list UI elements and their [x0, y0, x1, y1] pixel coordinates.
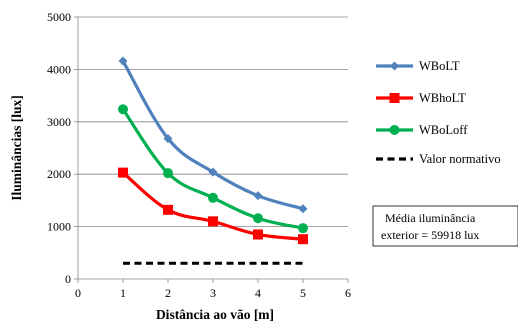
y-axis-title: Iluminâncias [lux] — [9, 95, 24, 200]
series — [118, 56, 308, 265]
annotation-box: Média iluminância exterior = 59918 lux — [372, 205, 518, 247]
legend-marker-2 — [389, 125, 400, 135]
annotation-line-1: Média iluminância — [385, 211, 476, 225]
series-line-0 — [121, 60, 304, 211]
data-point-0-0 — [118, 56, 128, 66]
legend-label-3: Valor normativo — [419, 152, 501, 166]
y-tick-label-2000: 2000 — [47, 167, 71, 181]
legend-label-0: WBoLT — [419, 59, 460, 73]
x-tick-label-5: 5 — [300, 286, 306, 300]
legend-marker-0 — [390, 61, 399, 71]
data-point-2-2 — [208, 192, 218, 203]
data-point-2-1 — [163, 168, 173, 179]
tick-labels: 0 1000 2000 3000 4000 5000 0 1 2 3 4 5 6 — [47, 10, 351, 300]
legend-item-2: WBoLoff — [376, 123, 468, 137]
legend-marker-1 — [389, 93, 400, 103]
series-0 — [118, 56, 308, 214]
x-tick-label-0: 0 — [75, 286, 81, 300]
data-point-1-2 — [208, 216, 218, 227]
legend-item-0: WBoLT — [376, 59, 460, 73]
x-tick-label-1: 1 — [120, 286, 126, 300]
data-point-1-1 — [163, 204, 173, 215]
legend-item-3: Valor normativo — [376, 152, 501, 166]
x-tick-label-4: 4 — [255, 286, 261, 300]
data-point-2-0 — [118, 104, 128, 115]
x-tick-label-2: 2 — [165, 286, 171, 300]
y-tick-label-3000: 3000 — [47, 115, 71, 129]
data-point-0-2 — [208, 167, 218, 177]
x-tick-label-6: 6 — [345, 286, 351, 300]
data-point-2-3 — [253, 213, 263, 224]
legend-label-2: WBoLoff — [419, 123, 468, 137]
series-2 — [118, 104, 308, 234]
data-point-0-1 — [163, 134, 173, 144]
y-tick-label-5000: 5000 — [47, 10, 71, 24]
data-point-0-4 — [298, 204, 308, 214]
data-point-0-3 — [253, 191, 263, 201]
y-tick-label-4000: 4000 — [47, 62, 71, 76]
annotation-line-2: exterior = 59918 lux — [381, 228, 479, 242]
data-point-1-4 — [298, 234, 308, 245]
series-line-1 — [121, 171, 304, 241]
legend-item-1: WBhoLT — [376, 91, 466, 105]
series-1 — [118, 167, 308, 245]
legend: WBoLT WBhoLT WBoLoff Valor normativo — [376, 59, 501, 166]
data-point-1-3 — [253, 229, 263, 240]
data-point-2-4 — [298, 223, 308, 234]
legend-label-1: WBhoLT — [419, 91, 466, 105]
annotation-frame — [372, 205, 518, 247]
y-tick-label-0: 0 — [65, 272, 71, 286]
x-tick-label-3: 3 — [210, 286, 216, 300]
y-tick-label-1000: 1000 — [47, 220, 71, 234]
axes — [74, 16, 349, 283]
data-point-1-0 — [118, 167, 128, 178]
x-axis-title: Distância ao vão [m] — [156, 307, 274, 322]
